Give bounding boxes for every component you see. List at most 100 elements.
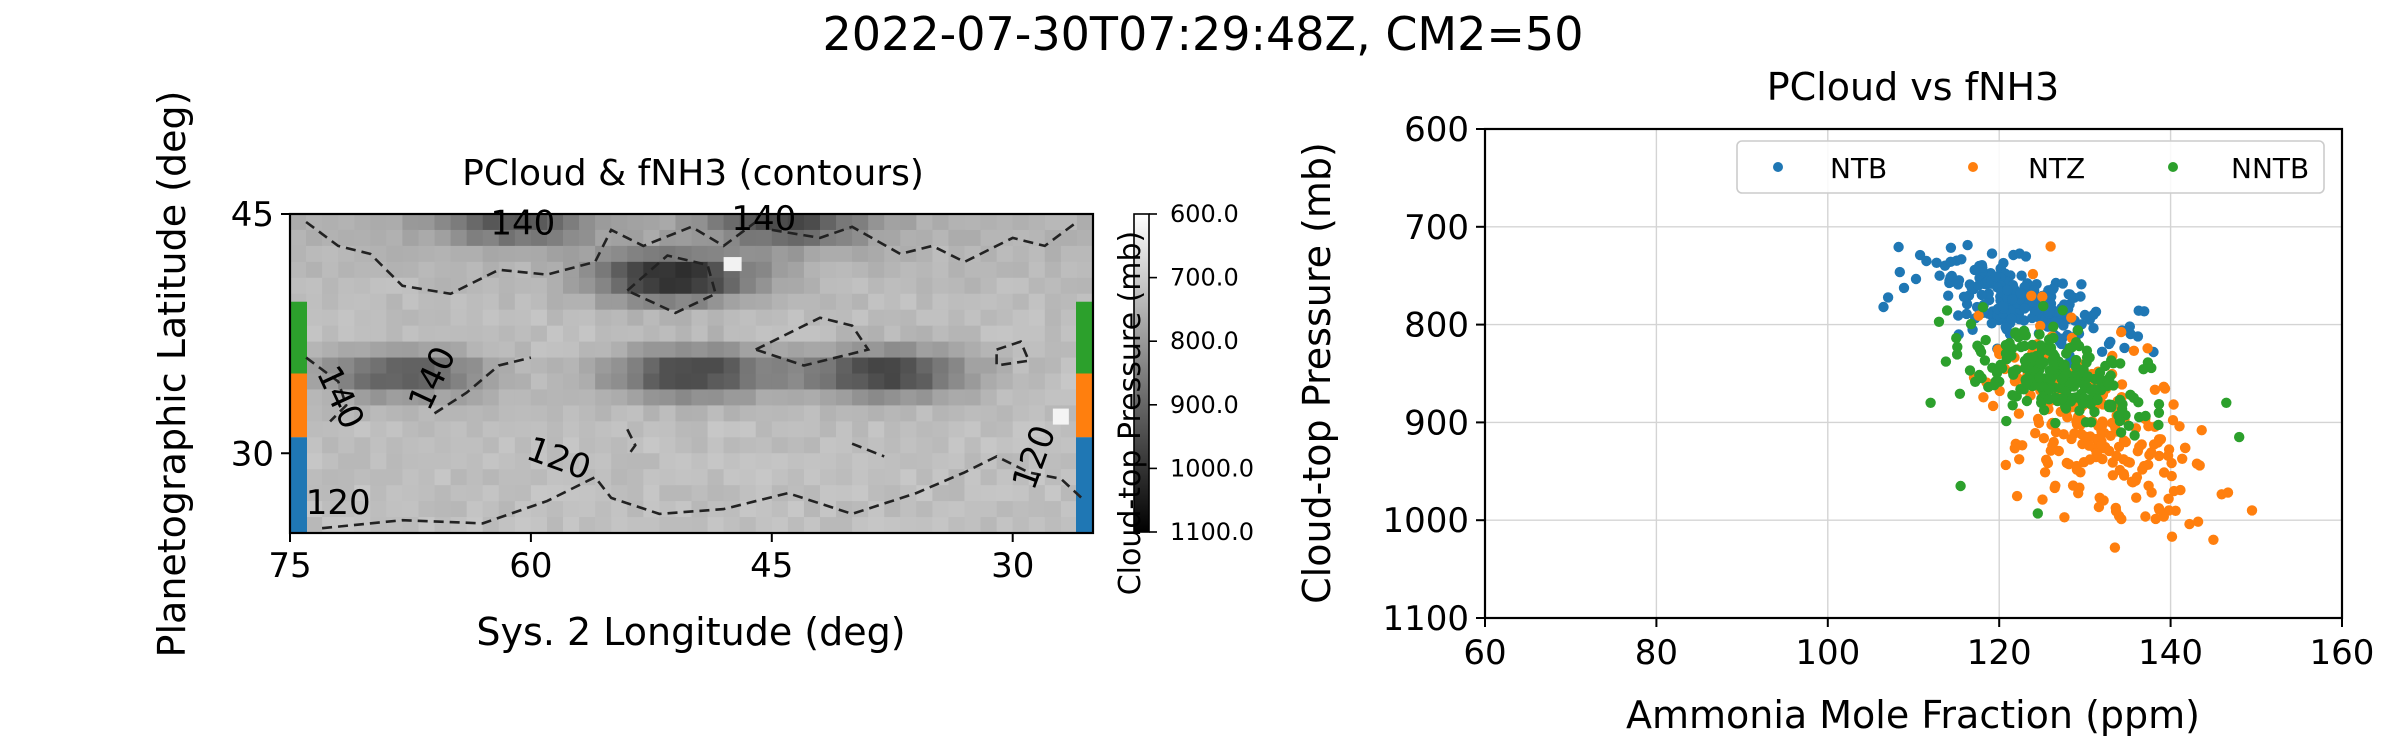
map-cell [675, 517, 693, 534]
map-cell [659, 277, 677, 295]
map-cell [932, 469, 950, 486]
scatter-point [2146, 447, 2157, 458]
scatter-point [2246, 505, 2258, 516]
map-cell [771, 309, 789, 327]
band-marker-ntz-right [1076, 373, 1093, 438]
map-cell [338, 357, 355, 375]
scatter-point [2045, 241, 2056, 252]
map-cell [932, 341, 950, 359]
scatter-x-tick-label: 80 [1635, 633, 1678, 673]
map-cell [707, 373, 725, 391]
scatter-point [2080, 431, 2091, 442]
map-cell [723, 257, 742, 272]
map-cell [354, 229, 371, 247]
map-cell [563, 309, 580, 327]
map-cell [771, 389, 789, 406]
scatter-point [2149, 384, 2161, 395]
map-cell [354, 214, 371, 231]
map-cell [868, 214, 885, 231]
map-cell [723, 373, 741, 391]
map-cell [1060, 309, 1078, 327]
scatter-point [1951, 349, 1963, 360]
map-cell [595, 229, 612, 247]
scatter-point [2018, 315, 2030, 326]
map-cell [739, 517, 757, 534]
map-cell [819, 485, 837, 502]
scatter-point [2086, 417, 2097, 428]
map-cell [900, 229, 917, 247]
map-cell [530, 469, 548, 486]
map-cell [1044, 421, 1062, 438]
scatter-point [2093, 501, 2105, 513]
map-cell [482, 357, 500, 375]
map-cell [932, 437, 950, 454]
map-cell [579, 517, 596, 534]
scatter-point [2009, 443, 2021, 454]
map-cell [1044, 437, 1062, 454]
scatter-point [2166, 470, 2177, 482]
map-cell [1012, 485, 1030, 502]
map-cell [964, 261, 982, 279]
map-cell [884, 469, 901, 486]
map-cell [627, 501, 644, 518]
map-cell [1028, 341, 1046, 359]
map-cell [1012, 309, 1030, 327]
map-cell [739, 245, 757, 263]
map-cell [739, 501, 757, 518]
map-cell [450, 517, 468, 534]
map-cell [948, 261, 966, 279]
map-cell [627, 341, 644, 359]
scatter-point [2038, 433, 2050, 444]
map-cell [771, 373, 789, 391]
scatter-point [2125, 389, 2136, 400]
map-cell [996, 373, 1014, 391]
map-cell [354, 437, 371, 454]
map-cell [306, 389, 323, 406]
scatter-point [2000, 459, 2012, 471]
map-cell [707, 421, 725, 438]
map-cell [354, 389, 371, 406]
map-cell [996, 421, 1014, 438]
map-cell [691, 421, 709, 438]
map-cell [386, 229, 404, 247]
map-cell [916, 261, 933, 279]
map-cell [787, 325, 805, 343]
map-y-ticks: 45 30 [231, 195, 290, 474]
map-cell [755, 261, 773, 279]
map-cell [1028, 421, 1046, 438]
map-cell [595, 293, 612, 311]
contour-label: 120 [306, 483, 371, 523]
map-cell [1060, 325, 1078, 343]
map-cell [675, 261, 693, 279]
map-cell [884, 501, 901, 518]
map-cell [675, 357, 693, 375]
map-cell [611, 373, 628, 391]
map-cell [306, 517, 323, 534]
scatter-point [2105, 430, 2116, 441]
scatter-point [2114, 394, 2126, 405]
map-cell [627, 245, 644, 263]
map-cell [514, 245, 532, 263]
map-cell [964, 469, 982, 486]
map-cell [964, 453, 982, 470]
scatter-point [1961, 308, 1972, 320]
map-cell [723, 214, 741, 231]
map-cell [1028, 261, 1046, 279]
scatter-point [2234, 431, 2245, 443]
map-cell [643, 469, 660, 486]
map-cell [450, 357, 468, 375]
scatter-point [2132, 331, 2144, 342]
scatter-point [2010, 364, 2022, 376]
map-cell [787, 517, 805, 534]
map-cell [402, 277, 420, 295]
map-cell [595, 485, 612, 502]
map-cell [530, 453, 548, 470]
scatter-point [2163, 493, 2174, 504]
map-cell [836, 437, 853, 454]
map-cell [530, 325, 548, 343]
map-cell [370, 373, 387, 391]
map-cell [514, 214, 532, 231]
map-cell [306, 261, 323, 279]
scatter-point [2109, 542, 2121, 553]
map-cell [402, 421, 420, 438]
